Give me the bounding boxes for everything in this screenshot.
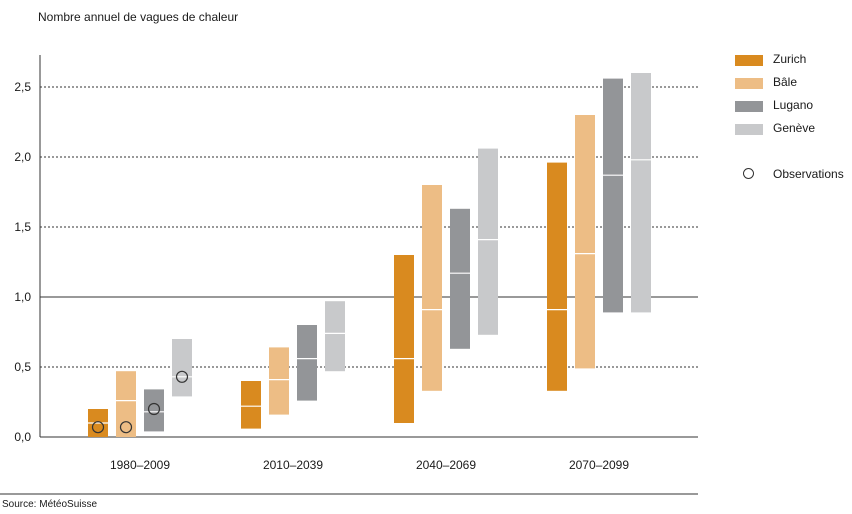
legend-item-bale: Bâle	[735, 75, 850, 91]
y-tick-label: 0,0	[14, 430, 31, 444]
legend-swatch-geneve	[735, 124, 763, 135]
legend-swatch-zurich	[735, 55, 763, 66]
x-tick-label: 2010–2039	[263, 458, 323, 472]
range-bar-lugano	[297, 325, 317, 401]
legend-label-lugano: Lugano	[773, 98, 814, 112]
observation-marker	[147, 402, 161, 416]
legend-label-geneve: Genève	[773, 121, 816, 135]
x-tick-label: 1980–2009	[110, 458, 170, 472]
legend-item-lugano: Lugano	[735, 98, 850, 114]
observation-marker	[91, 421, 105, 434]
range-bar-zurich	[547, 162, 567, 391]
range-bar-bale	[269, 347, 289, 415]
legend-item-geneve: Genève	[735, 121, 850, 137]
range-bar-geneve	[478, 148, 498, 335]
legend-swatch-lugano	[735, 101, 763, 112]
range-bar-lugano	[603, 78, 623, 313]
x-tick-label: 2070–2099	[569, 458, 629, 472]
observation-marker-icon	[743, 168, 754, 179]
range-bar-zurich	[241, 381, 261, 429]
legend-label-zurich: Zurich	[773, 52, 807, 66]
range-bar-bale	[116, 371, 136, 437]
source-note: Source: MétéoSuisse	[2, 499, 98, 510]
range-bar-zurich	[394, 255, 414, 423]
range-bar-geneve	[325, 301, 345, 372]
range-bar-bale	[575, 115, 595, 369]
legend-swatch-bale	[735, 78, 763, 89]
y-tick-label: 2,0	[14, 150, 31, 164]
observation-marker	[175, 370, 189, 383]
range-bar-geneve	[631, 73, 651, 313]
legend-label-observations: Observations	[773, 167, 844, 181]
x-tick-label: 2040–2069	[416, 458, 476, 472]
legend-item-observations: Observations	[735, 167, 850, 183]
legend-label-bale: Bâle	[773, 75, 798, 89]
range-bar-lugano	[450, 208, 470, 349]
y-tick-label: 0,5	[14, 360, 31, 374]
y-tick-label: 1,0	[14, 290, 31, 304]
legend-item-zurich: Zurich	[735, 52, 850, 68]
range-bar-bale	[422, 185, 442, 391]
range-bar-geneve	[172, 339, 192, 397]
range-bar-lugano	[144, 389, 164, 432]
observation-marker	[119, 421, 133, 434]
y-tick-label: 2,5	[14, 80, 31, 94]
chart-title: Nombre annuel de vagues de chaleur	[38, 10, 239, 24]
y-tick-label: 1,5	[14, 220, 31, 234]
